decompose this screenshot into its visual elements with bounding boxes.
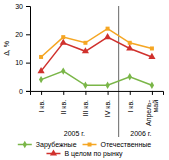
legend-label: Отечественные: [101, 141, 152, 148]
x-tick-label: II кв.: [60, 100, 67, 115]
y-axis-title: Δ, %: [3, 41, 10, 56]
x-tick-label: Апрель-май: [145, 99, 160, 126]
group-label: 2005 г.: [64, 130, 85, 137]
x-tick: III кв.: [82, 91, 89, 117]
point-marker: [39, 76, 43, 83]
y-axis: 0 10 20 30: [15, 3, 30, 95]
y-tick-mark: [26, 6, 30, 7]
point-marker: [83, 82, 87, 89]
x-tick: IV кв.: [104, 91, 111, 117]
point-marker: [106, 27, 110, 31]
y-tick-label: 10: [15, 59, 23, 66]
x-axis: I кв. II кв. III кв. IV кв. I кв. Апрель-май: [31, 91, 164, 126]
y-tick-mark: [26, 63, 30, 64]
y-tick-label: 20: [15, 31, 23, 38]
legend-marker: [23, 141, 27, 148]
group-label: 2006 г.: [130, 130, 151, 137]
legend-item: Отечественные: [83, 141, 152, 148]
x-tick: I кв.: [126, 91, 133, 113]
x-tick: I кв.: [38, 91, 45, 113]
point-marker: [82, 47, 89, 53]
x-tick-label: I кв.: [38, 100, 45, 113]
x-tick-label-line: II кв.: [60, 100, 67, 115]
series: [39, 27, 154, 59]
group-divider: [118, 6, 119, 137]
point-marker: [150, 82, 154, 89]
y-tick: 30: [15, 3, 30, 10]
legend-marker: [50, 149, 57, 155]
series: [39, 67, 154, 89]
point-marker: [61, 67, 65, 74]
x-tick-label-line: III кв.: [82, 100, 89, 117]
y-tick-label: 0: [19, 88, 23, 95]
x-tick-label: I кв.: [126, 100, 133, 113]
y-tick: 10: [15, 59, 30, 66]
point-marker: [128, 73, 132, 80]
x-axis-line: [31, 91, 164, 95]
y-tick-mark: [26, 34, 30, 35]
point-marker: [148, 53, 155, 59]
category-groups: 2005 г. 2006 г.: [64, 6, 152, 137]
series: [38, 33, 156, 73]
legend: Зарубежные Отечественные В целом по рынку: [18, 141, 152, 158]
y-axis-line: [26, 7, 31, 92]
x-tick-mark: [130, 91, 131, 95]
x-tick-mark: [152, 91, 153, 95]
legend-item: В целом по рынку: [46, 149, 123, 158]
point-marker: [38, 67, 45, 73]
x-tick-mark: [108, 91, 109, 95]
plot: 0 10 20 30 I кв. II кв. III кв. IV кв. I кв. Апре…: [15, 3, 163, 137]
x-tick: Апрель-май: [145, 91, 160, 126]
x-tick: II кв.: [60, 91, 67, 115]
marks: [38, 27, 156, 89]
legend-label: Зарубежные: [36, 141, 77, 149]
x-tick-label: III кв.: [82, 100, 89, 117]
legend-item: Зарубежные: [18, 141, 77, 149]
x-tick-label-line: I кв.: [38, 100, 45, 113]
point-marker: [126, 44, 133, 50]
point-marker: [105, 82, 109, 89]
point-marker: [104, 33, 111, 39]
x-tick-label: IV кв.: [104, 100, 111, 117]
x-tick-mark: [85, 91, 86, 95]
point-marker: [150, 46, 154, 50]
x-tick-label-line: май: [153, 100, 160, 113]
point-marker: [61, 35, 65, 39]
chart: 0 10 20 30 I кв. II кв. III кв. IV кв. I кв. Апре…: [0, 0, 169, 160]
y-tick-label: 30: [15, 3, 23, 10]
x-tick-label-line: I кв.: [126, 100, 133, 113]
x-tick-label-line: IV кв.: [104, 100, 111, 117]
point-marker: [60, 39, 67, 45]
x-tick-mark: [63, 91, 64, 95]
y-tick-mark: [26, 91, 30, 92]
legend-label: В целом по рынку: [64, 150, 123, 158]
point-marker: [39, 55, 43, 59]
y-tick: 0: [19, 88, 30, 95]
point-marker: [83, 41, 87, 45]
series-line: [41, 37, 152, 71]
legend-marker: [88, 143, 92, 147]
y-tick: 20: [15, 31, 30, 38]
x-tick-mark: [41, 91, 42, 95]
point-marker: [128, 41, 132, 45]
series-line: [41, 29, 152, 57]
series-line: [41, 71, 152, 85]
